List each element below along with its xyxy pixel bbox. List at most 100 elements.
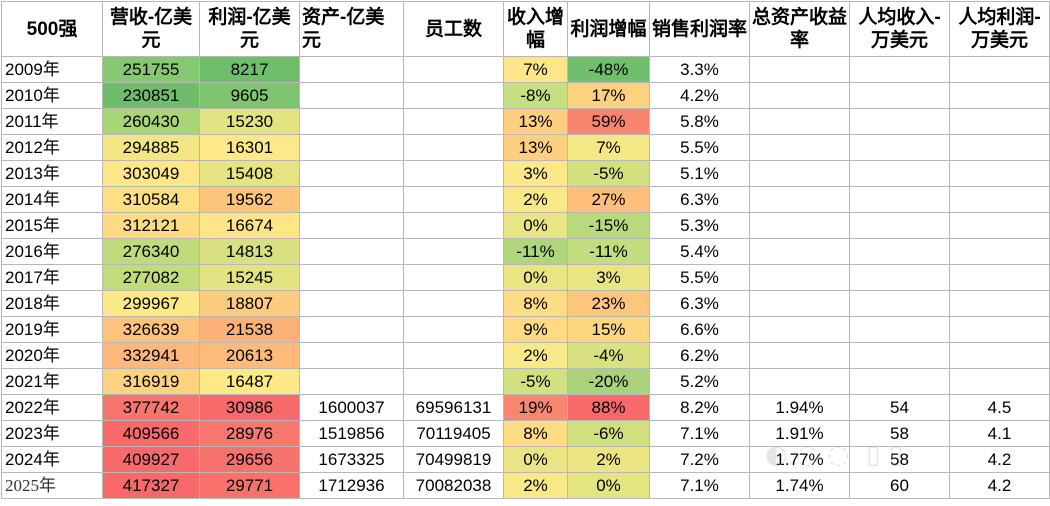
cell-revenue-growth[interactable]: 8% [503,420,568,447]
cell-profit-growth[interactable]: 15% [567,316,650,343]
cell-revenue[interactable]: 377742 [102,394,200,421]
cell-profit-margin[interactable]: 5.5% [649,134,750,161]
cell-roa[interactable] [749,264,850,291]
cell-assets[interactable] [299,316,404,343]
cell-profit-growth[interactable]: -6% [567,420,650,447]
cell-profit-growth[interactable]: 59% [567,108,650,135]
cell-assets[interactable] [299,368,404,395]
cell-profit-per-capita[interactable]: 4.2 [949,472,1050,499]
header-revenue-per-capita[interactable]: 人均收入-万美元 [849,1,950,57]
cell-employees[interactable] [403,108,504,135]
cell-roa[interactable] [749,290,850,317]
cell-revenue-per-capita[interactable] [849,264,950,291]
cell-assets[interactable] [299,108,404,135]
cell-year[interactable]: 2010年 [1,82,103,109]
cell-profit[interactable]: 28976 [199,420,300,447]
cell-assets[interactable] [299,238,404,265]
cell-assets[interactable] [299,290,404,317]
cell-profit[interactable]: 29771 [199,472,300,499]
cell-roa[interactable] [749,56,850,83]
cell-profit-margin[interactable]: 6.3% [649,290,750,317]
cell-profit-per-capita[interactable] [949,186,1050,213]
cell-revenue-per-capita[interactable] [849,108,950,135]
cell-revenue-growth[interactable]: 0% [503,212,568,239]
cell-profit-margin[interactable]: 7.1% [649,420,750,447]
cell-profit-growth[interactable]: -48% [567,56,650,83]
cell-roa[interactable]: 1.94% [749,394,850,421]
cell-profit-per-capita[interactable]: 4.1 [949,420,1050,447]
cell-profit-growth[interactable]: 0% [567,472,650,499]
header-revenue[interactable]: 营收-亿美元 [102,1,200,57]
cell-profit-growth[interactable]: 23% [567,290,650,317]
cell-year[interactable]: 2016年 [1,238,103,265]
cell-assets[interactable]: 1712936 [299,472,404,499]
cell-employees[interactable] [403,238,504,265]
cell-roa[interactable] [749,186,850,213]
cell-roa[interactable] [749,160,850,187]
cell-revenue-growth[interactable]: -8% [503,82,568,109]
cell-profit-per-capita[interactable] [949,108,1050,135]
cell-year[interactable]: 2011年 [1,108,103,135]
cell-profit[interactable]: 14813 [199,238,300,265]
cell-revenue-growth[interactable]: 13% [503,108,568,135]
cell-profit-per-capita[interactable] [949,290,1050,317]
cell-profit-per-capita[interactable] [949,342,1050,369]
cell-roa[interactable] [749,82,850,109]
cell-profit-margin[interactable]: 7.1% [649,472,750,499]
cell-profit-per-capita[interactable] [949,264,1050,291]
cell-profit[interactable]: 16301 [199,134,300,161]
cell-assets[interactable]: 1673325 [299,446,404,473]
cell-profit[interactable]: 16674 [199,212,300,239]
cell-profit-per-capita[interactable] [949,212,1050,239]
cell-revenue-growth[interactable]: 7% [503,56,568,83]
cell-roa[interactable] [749,316,850,343]
cell-year[interactable]: 2018年 [1,290,103,317]
header-profit-per-capita[interactable]: 人均利润-万美元 [949,1,1050,57]
cell-profit-margin[interactable]: 5.5% [649,264,750,291]
cell-profit-margin[interactable]: 6.2% [649,342,750,369]
cell-revenue-per-capita[interactable] [849,82,950,109]
cell-revenue-growth[interactable]: 13% [503,134,568,161]
cell-revenue-per-capita[interactable] [849,368,950,395]
cell-roa[interactable] [749,368,850,395]
cell-employees[interactable] [403,186,504,213]
cell-employees[interactable] [403,290,504,317]
cell-employees[interactable] [403,342,504,369]
cell-assets[interactable] [299,134,404,161]
cell-profit-margin[interactable]: 7.2% [649,446,750,473]
cell-employees[interactable]: 70119405 [403,420,504,447]
cell-revenue-growth[interactable]: 2% [503,186,568,213]
cell-assets[interactable] [299,82,404,109]
cell-employees[interactable] [403,264,504,291]
cell-profit-growth[interactable]: -20% [567,368,650,395]
cell-revenue[interactable]: 316919 [102,368,200,395]
cell-revenue-growth[interactable]: 2% [503,472,568,499]
cell-profit-margin[interactable]: 5.1% [649,160,750,187]
cell-revenue[interactable]: 294885 [102,134,200,161]
cell-employees[interactable] [403,368,504,395]
cell-profit-per-capita[interactable] [949,134,1050,161]
cell-revenue-per-capita[interactable] [849,316,950,343]
cell-profit[interactable]: 8217 [199,56,300,83]
cell-profit-per-capita[interactable] [949,238,1050,265]
cell-profit-growth[interactable]: -5% [567,160,650,187]
cell-profit-margin[interactable]: 6.3% [649,186,750,213]
cell-profit-margin[interactable]: 8.2% [649,394,750,421]
cell-profit-per-capita[interactable]: 4.5 [949,394,1050,421]
cell-roa[interactable]: 1.77% [749,446,850,473]
cell-assets[interactable] [299,160,404,187]
cell-revenue-growth[interactable]: -11% [503,238,568,265]
cell-revenue[interactable]: 417327 [102,472,200,499]
cell-profit-growth[interactable]: 27% [567,186,650,213]
cell-profit[interactable]: 15408 [199,160,300,187]
cell-profit-per-capita[interactable]: 4.2 [949,446,1050,473]
cell-employees[interactable]: 70499819 [403,446,504,473]
cell-revenue[interactable]: 277082 [102,264,200,291]
cell-revenue-per-capita[interactable] [849,342,950,369]
cell-profit[interactable]: 15230 [199,108,300,135]
header-year[interactable]: 500强 [1,1,103,57]
cell-year[interactable]: 2022年 [1,394,103,421]
cell-profit-margin[interactable]: 5.4% [649,238,750,265]
cell-profit-margin[interactable]: 6.6% [649,316,750,343]
cell-profit-per-capita[interactable] [949,316,1050,343]
